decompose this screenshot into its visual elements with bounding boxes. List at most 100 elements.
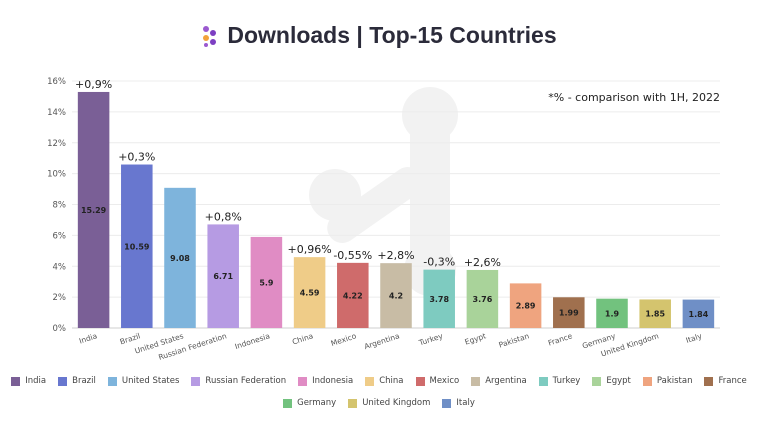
bar	[121, 164, 153, 328]
data-label: 15.29	[81, 206, 107, 215]
legend-item[interactable]: France	[704, 376, 747, 386]
x-tick-label: Indonesia	[234, 331, 271, 351]
legend-label: France	[718, 376, 747, 386]
data-label: 6.71	[213, 272, 233, 281]
legend-item[interactable]: Argentina	[471, 376, 527, 386]
legend-row: Germany United Kingdom Italy	[0, 398, 758, 408]
change-annotation: +0,8%	[205, 210, 242, 223]
data-label: 1.9	[605, 309, 620, 318]
legend-item[interactable]: Brazil	[58, 376, 96, 386]
x-tick-label: Mexico	[330, 331, 358, 348]
y-tick-label: 6%	[53, 231, 67, 241]
y-tick-label: 8%	[53, 201, 67, 211]
bar	[466, 269, 499, 328]
legend-swatch	[283, 398, 293, 408]
legend-item[interactable]: China	[365, 376, 404, 386]
legend-item[interactable]: Germany	[283, 398, 336, 408]
y-tick-label: 2%	[53, 293, 67, 303]
legend-swatch	[642, 376, 652, 386]
legend-label: Brazil	[72, 376, 96, 386]
y-tick-label: 12%	[47, 139, 66, 149]
y-tick-label: 14%	[47, 108, 66, 118]
x-tick-label: Argentina	[363, 331, 401, 351]
legend-swatch	[107, 376, 117, 386]
bar	[596, 298, 628, 328]
legend-swatch	[471, 376, 481, 386]
legend-swatch	[191, 376, 201, 386]
change-annotation: +2,8%	[377, 249, 414, 262]
legend-swatch	[348, 398, 358, 408]
bar	[207, 224, 239, 328]
legend-row: India Brazil United States Russian Federati…	[0, 376, 758, 386]
legend-swatch	[58, 376, 68, 386]
data-label: 2.89	[516, 302, 536, 311]
legend-swatch	[592, 376, 602, 386]
x-tick-label: France	[547, 331, 574, 347]
legend-label: Indonesia	[312, 376, 354, 386]
change-annotation: -0,3%	[423, 256, 455, 269]
legend-item[interactable]: United Kingdom	[348, 398, 430, 408]
y-tick-label: 16%	[47, 77, 66, 87]
data-label: 3.76	[473, 295, 493, 304]
legend-label: Germany	[297, 398, 337, 408]
bar	[293, 257, 326, 328]
x-tick-label: India	[78, 331, 98, 345]
x-tick-label: Turkey	[417, 331, 444, 348]
legend-item[interactable]: Mexico	[415, 376, 460, 386]
legend-label: India	[25, 376, 47, 386]
change-annotation: +2,6%	[464, 256, 501, 269]
x-tick-label: China	[291, 331, 314, 346]
legend-swatch	[704, 376, 714, 386]
bar	[77, 91, 110, 328]
data-label: 1.84	[689, 310, 709, 319]
legend-item[interactable]: Indonesia	[298, 376, 353, 386]
legend-swatch	[415, 376, 425, 386]
legend-swatch	[442, 398, 452, 408]
x-tick-label: Brazil	[119, 331, 142, 346]
bar	[164, 187, 196, 328]
x-tick-label: Egypt	[464, 331, 487, 346]
legend-item[interactable]: Italy	[442, 398, 475, 408]
legend-item[interactable]: Egypt	[592, 376, 631, 386]
legend-item[interactable]: India	[11, 376, 46, 386]
legend-label: China	[379, 376, 404, 386]
bar	[682, 299, 715, 328]
data-label: 9.08	[170, 254, 190, 263]
logo-dots-icon	[203, 25, 217, 47]
legend-label: Egypt	[606, 376, 631, 386]
chart-title-bar: Downloads | Top-15 Countries	[0, 22, 758, 49]
data-label: 5.9	[259, 278, 274, 287]
change-annotation: -0,55%	[333, 249, 372, 262]
bar	[380, 263, 412, 328]
data-label: 1.85	[645, 310, 665, 319]
legend-swatch	[538, 376, 548, 386]
comparison-note: *% - comparison with 1H, 2022	[548, 91, 720, 104]
data-label: 4.59	[300, 289, 320, 298]
legend-item[interactable]: Russian Federation	[191, 376, 286, 386]
bar	[337, 262, 369, 328]
change-annotation: +0,96%	[288, 243, 332, 256]
legend-label: United Kingdom	[362, 398, 431, 408]
data-label: 4.2	[389, 292, 403, 301]
page-title: Downloads | Top-15 Countries	[227, 22, 557, 48]
data-label: 4.22	[343, 291, 363, 300]
bar	[423, 269, 455, 328]
legend-swatch	[11, 376, 21, 386]
legend-label: Turkey	[552, 376, 581, 386]
legend-label: Pakistan	[656, 376, 693, 386]
change-annotation: +0,3%	[118, 151, 155, 164]
legend-label: Mexico	[429, 376, 460, 386]
legend-swatch	[298, 376, 308, 386]
legend-swatch	[365, 376, 375, 386]
legend-item[interactable]: United States	[107, 376, 179, 386]
x-tick-label: Italy	[685, 331, 704, 345]
legend-item[interactable]: Turkey	[538, 376, 581, 386]
change-annotation: +0,9%	[75, 78, 112, 91]
legend-label: Russian Federation	[205, 376, 287, 386]
legend-label: Italy	[456, 398, 475, 408]
legend-item[interactable]: Pakistan	[642, 376, 693, 386]
y-tick-label: 0%	[53, 324, 67, 334]
data-label: 1.99	[559, 309, 579, 318]
bar	[250, 236, 283, 328]
